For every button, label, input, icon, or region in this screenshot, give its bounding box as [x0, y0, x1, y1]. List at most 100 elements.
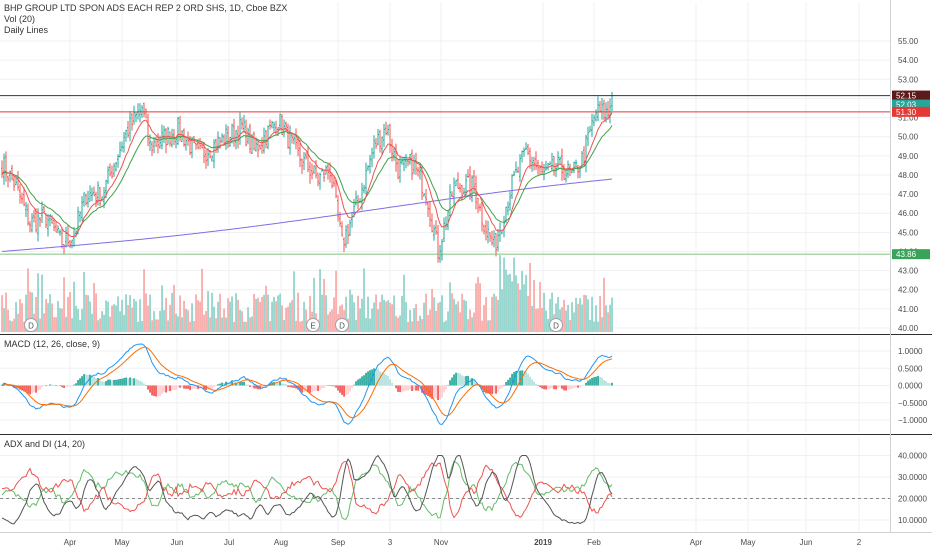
- macd-histogram-bar: [573, 385, 575, 388]
- price-label-box: [892, 106, 930, 117]
- macd-histogram-bar: [535, 383, 537, 386]
- macd-histogram-bar: [101, 381, 103, 386]
- volume-bar: [549, 299, 551, 332]
- volume-bar: [601, 317, 603, 332]
- volume-bar: [361, 298, 363, 332]
- horizontal-lines[interactable]: [0, 95, 890, 255]
- event-marker: [335, 318, 349, 332]
- macd-axis-tick: −0.5000: [898, 399, 928, 408]
- macd-histogram-bar: [385, 374, 387, 386]
- volume-bar: [77, 308, 79, 332]
- price-axis-tick: 55.00: [898, 37, 919, 46]
- volume-bar: [201, 268, 203, 332]
- macd-histogram-bar: [391, 382, 393, 386]
- volume-bar: [177, 316, 179, 332]
- macd-histogram-bar: [141, 381, 143, 386]
- macd-histogram-bar: [29, 385, 31, 395]
- time-axis[interactable]: Apr May Jun Jul Aug Sep 3 Nov 2019 Feb Apr May Jun 2: [64, 538, 862, 547]
- macd-histogram-bar: [553, 385, 555, 390]
- macd-histogram-bar: [209, 385, 211, 390]
- volume-bar: [303, 301, 305, 332]
- macd-histogram-bar: [351, 385, 353, 389]
- macd-histogram-bar: [421, 385, 423, 393]
- macd-histogram-bar: [429, 385, 431, 398]
- volume-bar: [143, 269, 145, 332]
- volume-bar: [259, 301, 261, 332]
- daily-lines-label[interactable]: Daily Lines: [4, 25, 49, 35]
- macd-histogram-bar: [269, 383, 271, 386]
- macd-histogram-bar: [287, 385, 289, 387]
- volume-bar: [117, 296, 119, 332]
- volume-bar: [423, 302, 425, 332]
- macd-histogram-bar: [557, 385, 559, 389]
- pane-dividers[interactable]: [0, 0, 932, 533]
- symbol-title[interactable]: BHP GROUP LTD SPON ADS EACH REP 2 ORD SH…: [4, 3, 288, 13]
- macd-histogram-bar: [389, 379, 391, 386]
- macd-histogram-bar: [307, 385, 309, 393]
- adx-legend[interactable]: ADX and DI (14, 20): [4, 439, 86, 449]
- volume-bar: [335, 270, 337, 332]
- volume-bar: [353, 302, 355, 332]
- volume-bar: [551, 292, 553, 332]
- macd-histogram-bar: [571, 385, 573, 389]
- volume-bar: [511, 281, 513, 332]
- macd-histogram-bar: [569, 385, 571, 390]
- price-axis-tick: 49.00: [898, 152, 919, 161]
- time-axis-tick: Feb: [587, 538, 601, 547]
- volume-bar: [319, 269, 321, 332]
- volume-bar: [387, 300, 389, 332]
- volume-bar: [207, 290, 209, 332]
- chart-legend: BHP GROUP LTD SPON ADS EACH REP 2 ORD SH…: [4, 3, 287, 36]
- volume-bar: [235, 293, 237, 332]
- volume-indicator-label[interactable]: Vol (20): [4, 14, 36, 24]
- volume-bar: [55, 317, 57, 332]
- macd-histogram-bar: [435, 385, 437, 399]
- volume-bar: [289, 302, 291, 332]
- time-axis-tick: Apr: [64, 538, 77, 547]
- macd-histogram-bar: [605, 381, 607, 386]
- macd-histogram-bar: [321, 385, 323, 389]
- macd-histogram-bar: [175, 385, 177, 390]
- time-axis-tick: Apr: [690, 538, 703, 547]
- volume-bar: [295, 320, 297, 332]
- macd-histogram-bar: [583, 385, 585, 386]
- macd-histogram-bar: [203, 385, 205, 390]
- macd-histogram-bar: [13, 385, 15, 388]
- volume-bar: [15, 302, 17, 332]
- volume-bar: [503, 257, 505, 332]
- macd-histogram-bar: [215, 385, 217, 387]
- macd-histogram-bar: [33, 385, 35, 393]
- volume-bar: [237, 299, 239, 332]
- macd-histogram-bar: [285, 384, 287, 386]
- macd-histogram-bar: [365, 372, 367, 386]
- volume-bar: [267, 294, 269, 332]
- macd-histogram-bar: [169, 385, 171, 392]
- macd-histogram-bar: [291, 385, 293, 388]
- volume-bar: [249, 317, 251, 332]
- macd-legend[interactable]: MACD (12, 26, close, 9): [4, 339, 101, 349]
- volume-bar: [171, 292, 173, 332]
- volume-bar: [263, 294, 265, 332]
- macd-histogram-bar: [405, 385, 407, 391]
- volume-bar: [449, 282, 451, 332]
- macd-histogram-bar: [581, 385, 583, 386]
- macd-axis-tick: 0.5000: [898, 364, 923, 373]
- volume-bar: [349, 289, 351, 332]
- adx-axis-tick: 40.0000: [898, 452, 927, 461]
- volume-bar: [521, 270, 523, 332]
- volume-bar: [103, 314, 105, 332]
- macd-histogram-bar: [343, 385, 345, 397]
- volume-bar: [351, 294, 353, 332]
- macd-histogram-bar: [93, 376, 95, 386]
- macd-histogram-bar: [327, 385, 329, 386]
- volume-bar: [391, 304, 393, 332]
- macd-histogram-bar: [27, 385, 29, 394]
- volume-bar: [573, 312, 575, 332]
- volume-bar: [427, 315, 429, 332]
- volume-bar: [589, 319, 591, 332]
- volume-bar: [87, 295, 89, 332]
- macd-histogram-bar: [99, 380, 101, 386]
- price-axis[interactable]: 55.0054.0053.0052.0051.0050.0049.0048.00…: [892, 37, 930, 525]
